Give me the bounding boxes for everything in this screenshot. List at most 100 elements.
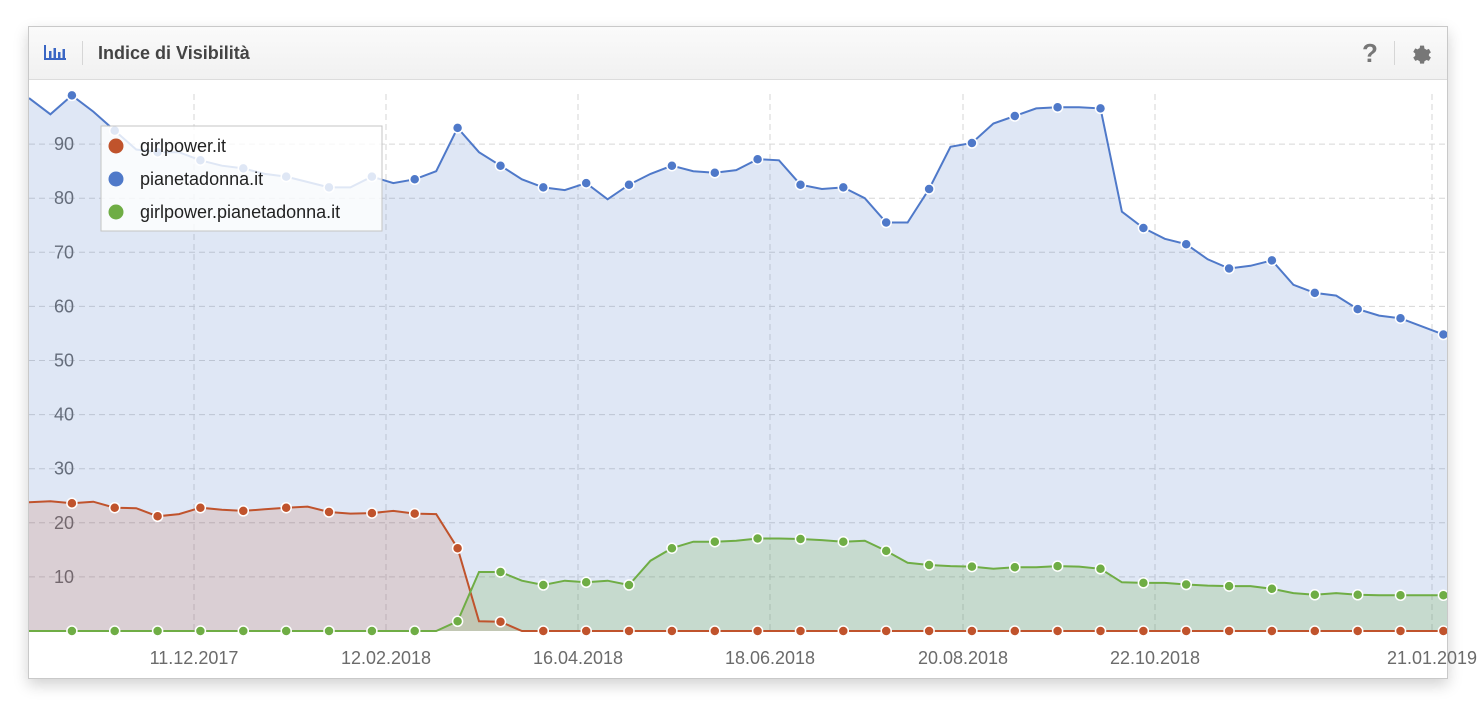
data-point <box>666 625 678 637</box>
data-point <box>408 625 421 637</box>
data-point <box>108 501 121 514</box>
data-point <box>837 181 850 194</box>
data-point <box>323 625 335 637</box>
data-point <box>709 167 721 179</box>
data-point <box>709 535 721 548</box>
data-point <box>751 625 764 637</box>
data-point <box>837 535 850 548</box>
help-icon[interactable]: ? <box>1362 38 1378 68</box>
data-point <box>880 545 892 557</box>
data-point <box>623 178 635 191</box>
data-point <box>1266 583 1278 595</box>
data-point <box>1394 625 1407 637</box>
data-point <box>666 542 678 554</box>
data-point <box>1180 238 1192 250</box>
data-point <box>880 625 892 637</box>
plot-area <box>29 89 1447 637</box>
data-point <box>408 173 421 186</box>
bar-chart-icon <box>44 45 66 60</box>
data-point <box>451 615 464 628</box>
header-divider <box>82 41 83 65</box>
data-point <box>1437 625 1447 637</box>
y-tick-label: 10 <box>54 567 74 587</box>
gear-icon[interactable] <box>1410 43 1432 65</box>
data-point <box>66 89 78 102</box>
data-point <box>1094 102 1107 115</box>
x-tick-label: 11.12.2017 <box>150 648 239 668</box>
data-point <box>1094 625 1107 637</box>
data-point <box>1351 625 1364 637</box>
x-tick-label: 18.06.2018 <box>725 648 815 668</box>
series-area-pianetadonna-it <box>29 95 1447 631</box>
legend-entry: girlpower.it <box>140 136 226 156</box>
data-point <box>1094 563 1107 575</box>
data-point <box>151 625 164 637</box>
legend-marker <box>108 171 124 187</box>
data-point <box>923 183 935 195</box>
x-tick-label: 21.01.2019 <box>1387 648 1477 668</box>
data-point <box>1223 625 1235 637</box>
y-tick-label: 80 <box>54 188 74 208</box>
x-tick-label: 16.04.2018 <box>533 648 623 668</box>
data-point <box>1351 589 1364 601</box>
data-point <box>1009 110 1021 122</box>
data-point <box>709 625 721 637</box>
data-point <box>966 625 978 637</box>
data-point <box>1180 578 1192 591</box>
data-point <box>923 625 935 637</box>
data-point <box>751 532 764 545</box>
data-point <box>494 159 507 172</box>
x-tick-label: 22.10.2018 <box>1110 648 1200 668</box>
data-point <box>366 507 378 519</box>
series-area-girlpower-it <box>29 501 1447 631</box>
data-point <box>66 497 78 510</box>
data-point <box>794 625 807 637</box>
legend-entry: girlpower.pianetadonna.it <box>140 202 340 222</box>
data-point <box>494 616 507 628</box>
header-divider-right <box>1394 41 1395 65</box>
data-point <box>66 625 78 637</box>
data-point <box>1394 312 1407 325</box>
legend-box <box>100 125 383 232</box>
data-point <box>1394 589 1407 602</box>
data-point <box>794 178 807 191</box>
data-point <box>1266 254 1278 267</box>
y-tick-label: 50 <box>54 351 74 371</box>
series-area-girlpower-pianetadonna-it <box>29 538 1447 631</box>
data-point <box>451 542 464 554</box>
data-point <box>323 506 335 518</box>
data-point <box>794 533 807 545</box>
data-point <box>966 560 978 573</box>
y-tick-label: 40 <box>54 405 74 425</box>
data-point <box>1137 222 1150 234</box>
data-point <box>1437 328 1447 341</box>
data-point <box>923 559 935 571</box>
data-point <box>194 625 207 637</box>
data-point <box>837 625 850 637</box>
y-tick-label: 20 <box>54 513 74 533</box>
data-point <box>280 501 292 514</box>
data-point <box>1051 625 1064 637</box>
data-point <box>1309 287 1321 299</box>
panel-header: Indice di Visibilità ? <box>29 27 1447 80</box>
data-point <box>880 216 892 229</box>
data-point <box>151 510 164 523</box>
data-point <box>237 505 250 517</box>
data-point <box>408 507 421 520</box>
data-point <box>1009 625 1021 637</box>
data-point <box>1051 101 1064 114</box>
data-point <box>1137 625 1150 637</box>
data-point <box>1137 577 1150 589</box>
data-point <box>237 625 250 637</box>
data-point <box>751 153 764 165</box>
data-point <box>1266 625 1278 637</box>
data-point <box>366 625 378 637</box>
x-tick-label: 12.02.2018 <box>341 648 431 668</box>
data-point <box>108 625 121 637</box>
data-point <box>194 501 207 514</box>
data-point <box>966 137 978 149</box>
data-point <box>537 579 550 591</box>
y-tick-label: 60 <box>54 296 74 316</box>
data-point <box>1223 262 1235 275</box>
